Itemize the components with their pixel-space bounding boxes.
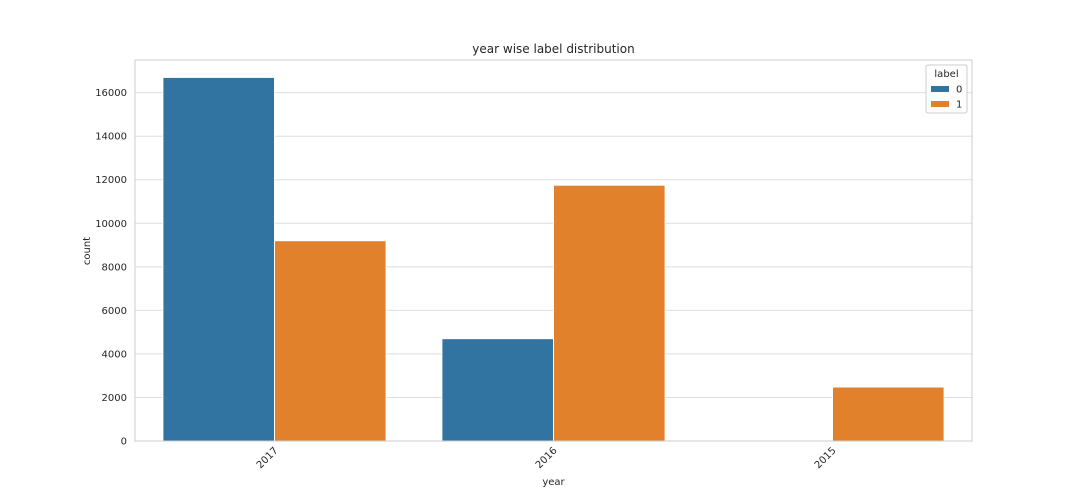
x-tick-labels: 2017 2016 2015: [255, 445, 839, 471]
legend-items: 01: [931, 85, 962, 111]
bar-2016-label-0: [441, 338, 554, 442]
y-tick-label: 2000: [102, 393, 127, 404]
bars: [162, 76, 945, 442]
legend-swatch-1: [931, 101, 949, 107]
y-tick-labels: 0 2000 4000 6000 8000 10000 12000 14000 16000: [95, 88, 127, 447]
legend: label 01: [925, 64, 968, 114]
x-tick-label: 2015: [813, 445, 839, 471]
y-tick-label: 8000: [102, 262, 127, 273]
y-tick-label: 4000: [102, 349, 127, 360]
y-tick-label: 6000: [102, 306, 127, 317]
y-tick-label: 12000: [95, 175, 127, 186]
x-axis-label: year: [542, 477, 565, 488]
x-tick-label: 2016: [534, 445, 560, 471]
legend-swatch-0: [931, 86, 949, 92]
plot-frame: [134, 59, 973, 442]
legend-label-0: 0: [956, 85, 962, 96]
bar-2017-label-1: [274, 240, 387, 442]
y-tick-label: 14000: [95, 132, 127, 143]
y-tick-label: 16000: [95, 88, 127, 99]
y-axis-label: count: [82, 237, 93, 265]
legend-label-1: 1: [956, 100, 962, 111]
legend-title: label: [934, 69, 958, 80]
y-tick-label: 10000: [95, 219, 127, 230]
bar-2017-label-0: [162, 76, 275, 442]
bar-2016-label-1: [553, 184, 666, 442]
y-tick-label: 0: [121, 437, 127, 448]
x-tick-label: 2017: [255, 445, 281, 471]
chart-title: year wise label distribution: [472, 42, 634, 56]
bar-2015-label-1: [832, 386, 945, 442]
